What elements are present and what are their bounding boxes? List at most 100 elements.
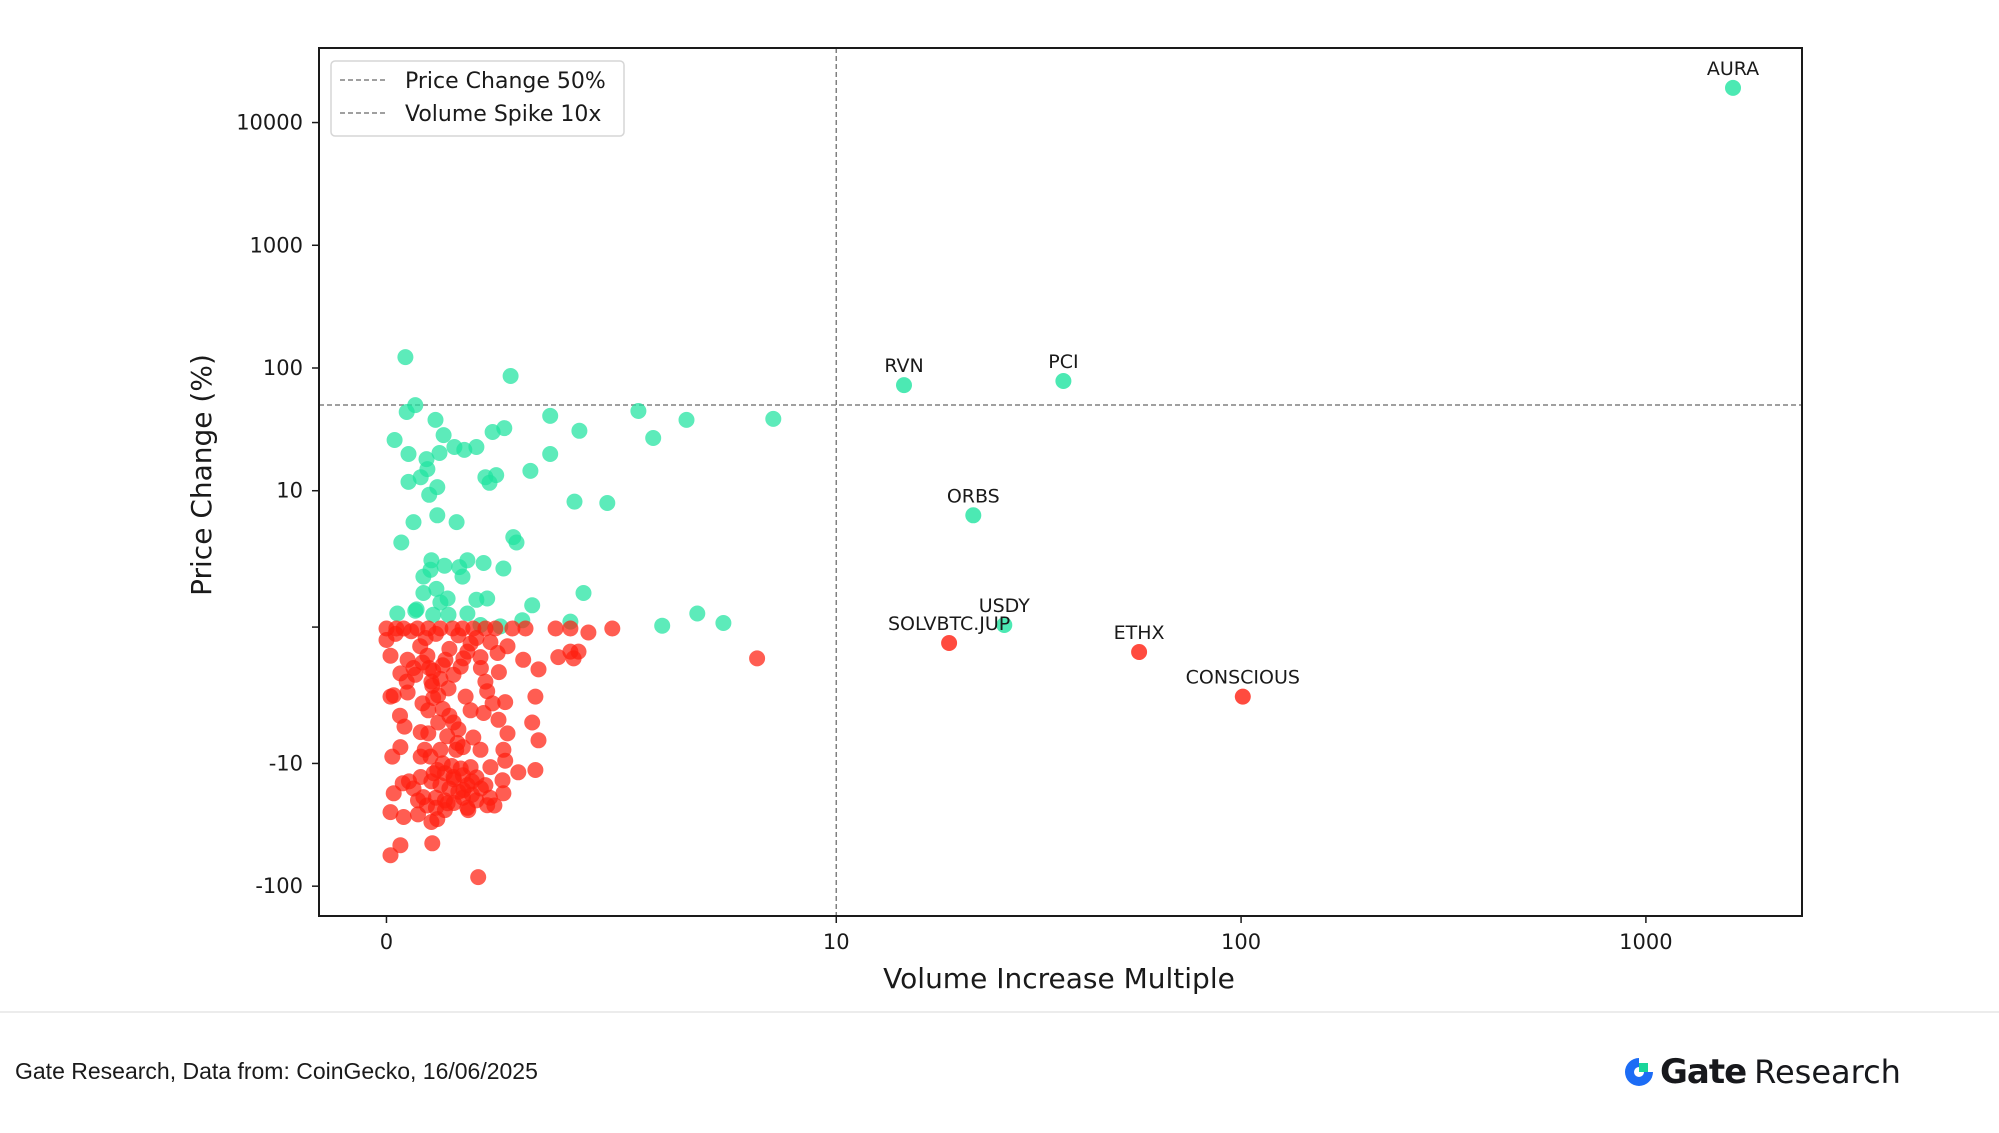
- threshold-lines: [319, 48, 1802, 916]
- data-point-positive: [448, 514, 465, 531]
- data-point-negative: [497, 752, 514, 769]
- y-tick-label: 10000: [236, 111, 303, 135]
- x-tick-label: 100: [1221, 930, 1261, 954]
- data-point-positive: [654, 617, 671, 634]
- data-point-negative: [416, 741, 433, 758]
- data-point-negative: [490, 664, 507, 681]
- data-point-negative: [410, 792, 426, 809]
- data-point-positive: [389, 605, 406, 622]
- data-point-solvbtc-jup: [941, 635, 958, 651]
- data-point-negative: [414, 654, 431, 671]
- footer-source-text: Gate Research, Data from: CoinGecko, 16/…: [15, 1058, 538, 1084]
- data-point-negative: [749, 650, 766, 667]
- data-point-negative: [392, 707, 408, 724]
- data-point-positive: [398, 404, 415, 420]
- y-axis-title: Price Change (%): [185, 354, 218, 596]
- data-point-negative: [441, 707, 458, 724]
- data-point-negative: [565, 650, 582, 667]
- data-point-negative: [395, 809, 412, 825]
- x-axis: 0 10 100 1000: [380, 916, 1673, 954]
- data-point-positive: [427, 411, 444, 428]
- data-point-ethx: [1131, 644, 1148, 660]
- data-point-negative: [454, 739, 471, 756]
- data-point-negative: [562, 620, 579, 637]
- brand-suffix: Research: [1754, 1053, 1901, 1091]
- data-point-negative: [403, 623, 420, 640]
- data-point-negative: [420, 702, 437, 719]
- data-point-negative: [530, 732, 547, 749]
- data-point-negative: [412, 638, 429, 655]
- data-point-positive: [479, 590, 496, 607]
- data-point-positive: [575, 585, 592, 601]
- data-point-negative: [477, 673, 494, 690]
- data-point-usdy: [996, 617, 1013, 633]
- point-label-ethx: ETHX: [1114, 622, 1165, 644]
- data-point-negative: [382, 647, 399, 664]
- data-point-positive: [415, 585, 432, 601]
- x-tick-label: 1000: [1619, 930, 1672, 954]
- data-point-positive: [397, 349, 414, 366]
- data-point-negative: [387, 625, 404, 642]
- y-tick-label: 1000: [250, 233, 303, 257]
- data-point-positive: [566, 493, 583, 510]
- data-point-negative: [524, 714, 541, 731]
- data-point-positive: [645, 430, 662, 446]
- plot-background: [319, 48, 1802, 916]
- data-point-positive: [765, 410, 782, 427]
- data-point-negative: [459, 643, 476, 660]
- data-point-positive: [468, 439, 485, 455]
- data-point-negative: [462, 702, 479, 719]
- data-point-negative: [504, 620, 521, 637]
- data-point-positive: [495, 560, 512, 577]
- data-point-negative: [432, 670, 449, 687]
- data-point-positive: [459, 605, 476, 622]
- data-point-negative: [499, 725, 516, 742]
- data-point-positive: [429, 507, 446, 524]
- data-point-negative: [486, 797, 503, 814]
- plot-frame: [318, 47, 1803, 917]
- point-label-rvn: RVN: [884, 355, 923, 377]
- data-point-negative: [423, 814, 440, 830]
- data-point-negative: [450, 721, 467, 738]
- data-point-pci: [1055, 373, 1072, 389]
- legend-label-volume-spike: Volume Spike 10x: [405, 102, 601, 127]
- data-point-negative: [527, 688, 544, 705]
- data-point-positive: [435, 427, 452, 444]
- data-point-positive: [459, 552, 476, 569]
- brand-logo: Gate Research: [1622, 1052, 1901, 1092]
- data-point-negative: [517, 620, 534, 637]
- data-point-negative: [425, 765, 442, 782]
- point-label-pci: PCI: [1048, 351, 1078, 373]
- data-point-negative: [489, 645, 506, 661]
- data-point-positive: [386, 432, 403, 448]
- data-point-negative: [424, 835, 441, 852]
- data-point-negative: [452, 760, 469, 777]
- gate-logo-icon: [1622, 1055, 1656, 1089]
- legend-label-price-change: Price Change 50%: [405, 69, 606, 94]
- data-point-positive: [496, 420, 513, 437]
- data-point-conscious: [1234, 688, 1251, 705]
- data-point-negative: [477, 777, 494, 794]
- data-point-positive: [524, 597, 541, 614]
- data-point-negative: [547, 620, 564, 637]
- y-tick-label: 100: [263, 356, 303, 380]
- data-point-negative: [459, 799, 476, 816]
- data-point-negative: [450, 627, 467, 644]
- data-point-positive: [412, 469, 429, 486]
- data-point-negative: [530, 661, 547, 678]
- data-point-negative: [382, 847, 399, 864]
- data-point-negative: [398, 673, 415, 690]
- data-point-negative: [482, 759, 499, 776]
- data-point-positive: [542, 446, 559, 462]
- data-point-positive: [421, 486, 438, 503]
- point-label-aura: AURA: [1707, 58, 1759, 80]
- data-point-positive: [475, 555, 492, 571]
- data-point-positive: [407, 602, 424, 619]
- data-point-positive: [431, 445, 448, 461]
- data-point-negative: [401, 773, 417, 790]
- data-point-negative: [527, 762, 544, 778]
- data-point-positive: [400, 446, 417, 462]
- data-point-aura: [1725, 79, 1741, 96]
